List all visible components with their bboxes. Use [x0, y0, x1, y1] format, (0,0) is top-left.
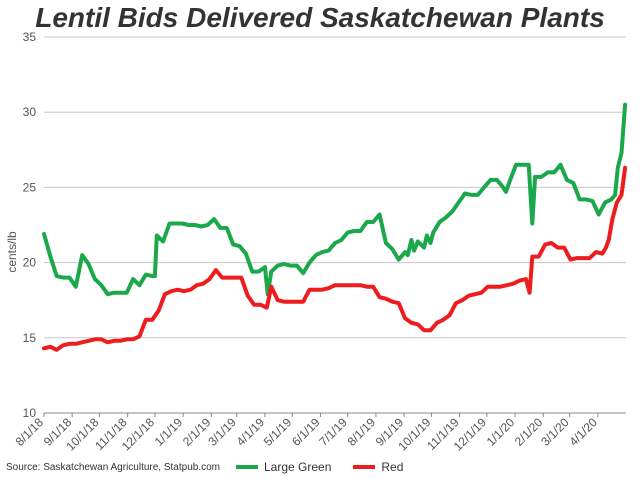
x-tick-label: 3/1/20: [538, 415, 572, 449]
x-tick-label: 6/1/19: [289, 415, 323, 449]
y-tick-label: 35: [23, 30, 37, 44]
legend-swatch-large-green: [236, 465, 258, 469]
legend-label-large-green: Large Green: [264, 460, 332, 474]
legend-item-red: Red: [353, 460, 403, 474]
x-tick-label: 2/1/19: [180, 415, 214, 449]
x-axis: 8/1/189/1/1810/1/1811/1/1812/1/181/1/192…: [13, 412, 626, 453]
x-tick-label: 1/1/19: [152, 415, 186, 449]
x-tick-label: 8/1/18: [13, 415, 47, 449]
x-tick-label: 4/1/19: [234, 415, 268, 449]
legend: Large Green Red: [236, 460, 425, 474]
legend-swatch-red: [353, 465, 376, 469]
x-tick-label: 3/1/19: [205, 415, 239, 449]
y-axis-label: cents/lb: [5, 231, 19, 273]
y-tick-label: 15: [23, 331, 37, 345]
y-tick-label: 30: [23, 105, 37, 119]
x-tick-label: 7/1/19: [316, 415, 350, 449]
y-tick-label: 10: [23, 406, 37, 420]
chart-title: Lentil Bids Delivered Saskatchewan Plant…: [35, 2, 605, 33]
series-lines: [42, 102, 628, 352]
x-tick-label: 8/1/19: [345, 415, 379, 449]
grid-lines: [44, 36, 626, 414]
series-line-red: [42, 165, 628, 352]
legend-label-red: Red: [381, 460, 404, 474]
legend-item-large-green: Large Green: [236, 460, 331, 474]
x-tick-label: 1/1/20: [484, 415, 518, 449]
x-tick-label: 2/1/20: [512, 415, 546, 449]
source-note: Source: Saskatchewan Agriculture, Statpu…: [6, 462, 221, 473]
x-tick-label: 4/1/20: [566, 415, 600, 449]
y-tick-label: 20: [23, 256, 37, 270]
x-tick-label: 5/1/19: [261, 415, 295, 449]
y-tick-label: 25: [23, 180, 37, 194]
series-line-large-green: [42, 102, 628, 297]
y-axis: 10 15 20 25 30 35: [23, 30, 37, 420]
